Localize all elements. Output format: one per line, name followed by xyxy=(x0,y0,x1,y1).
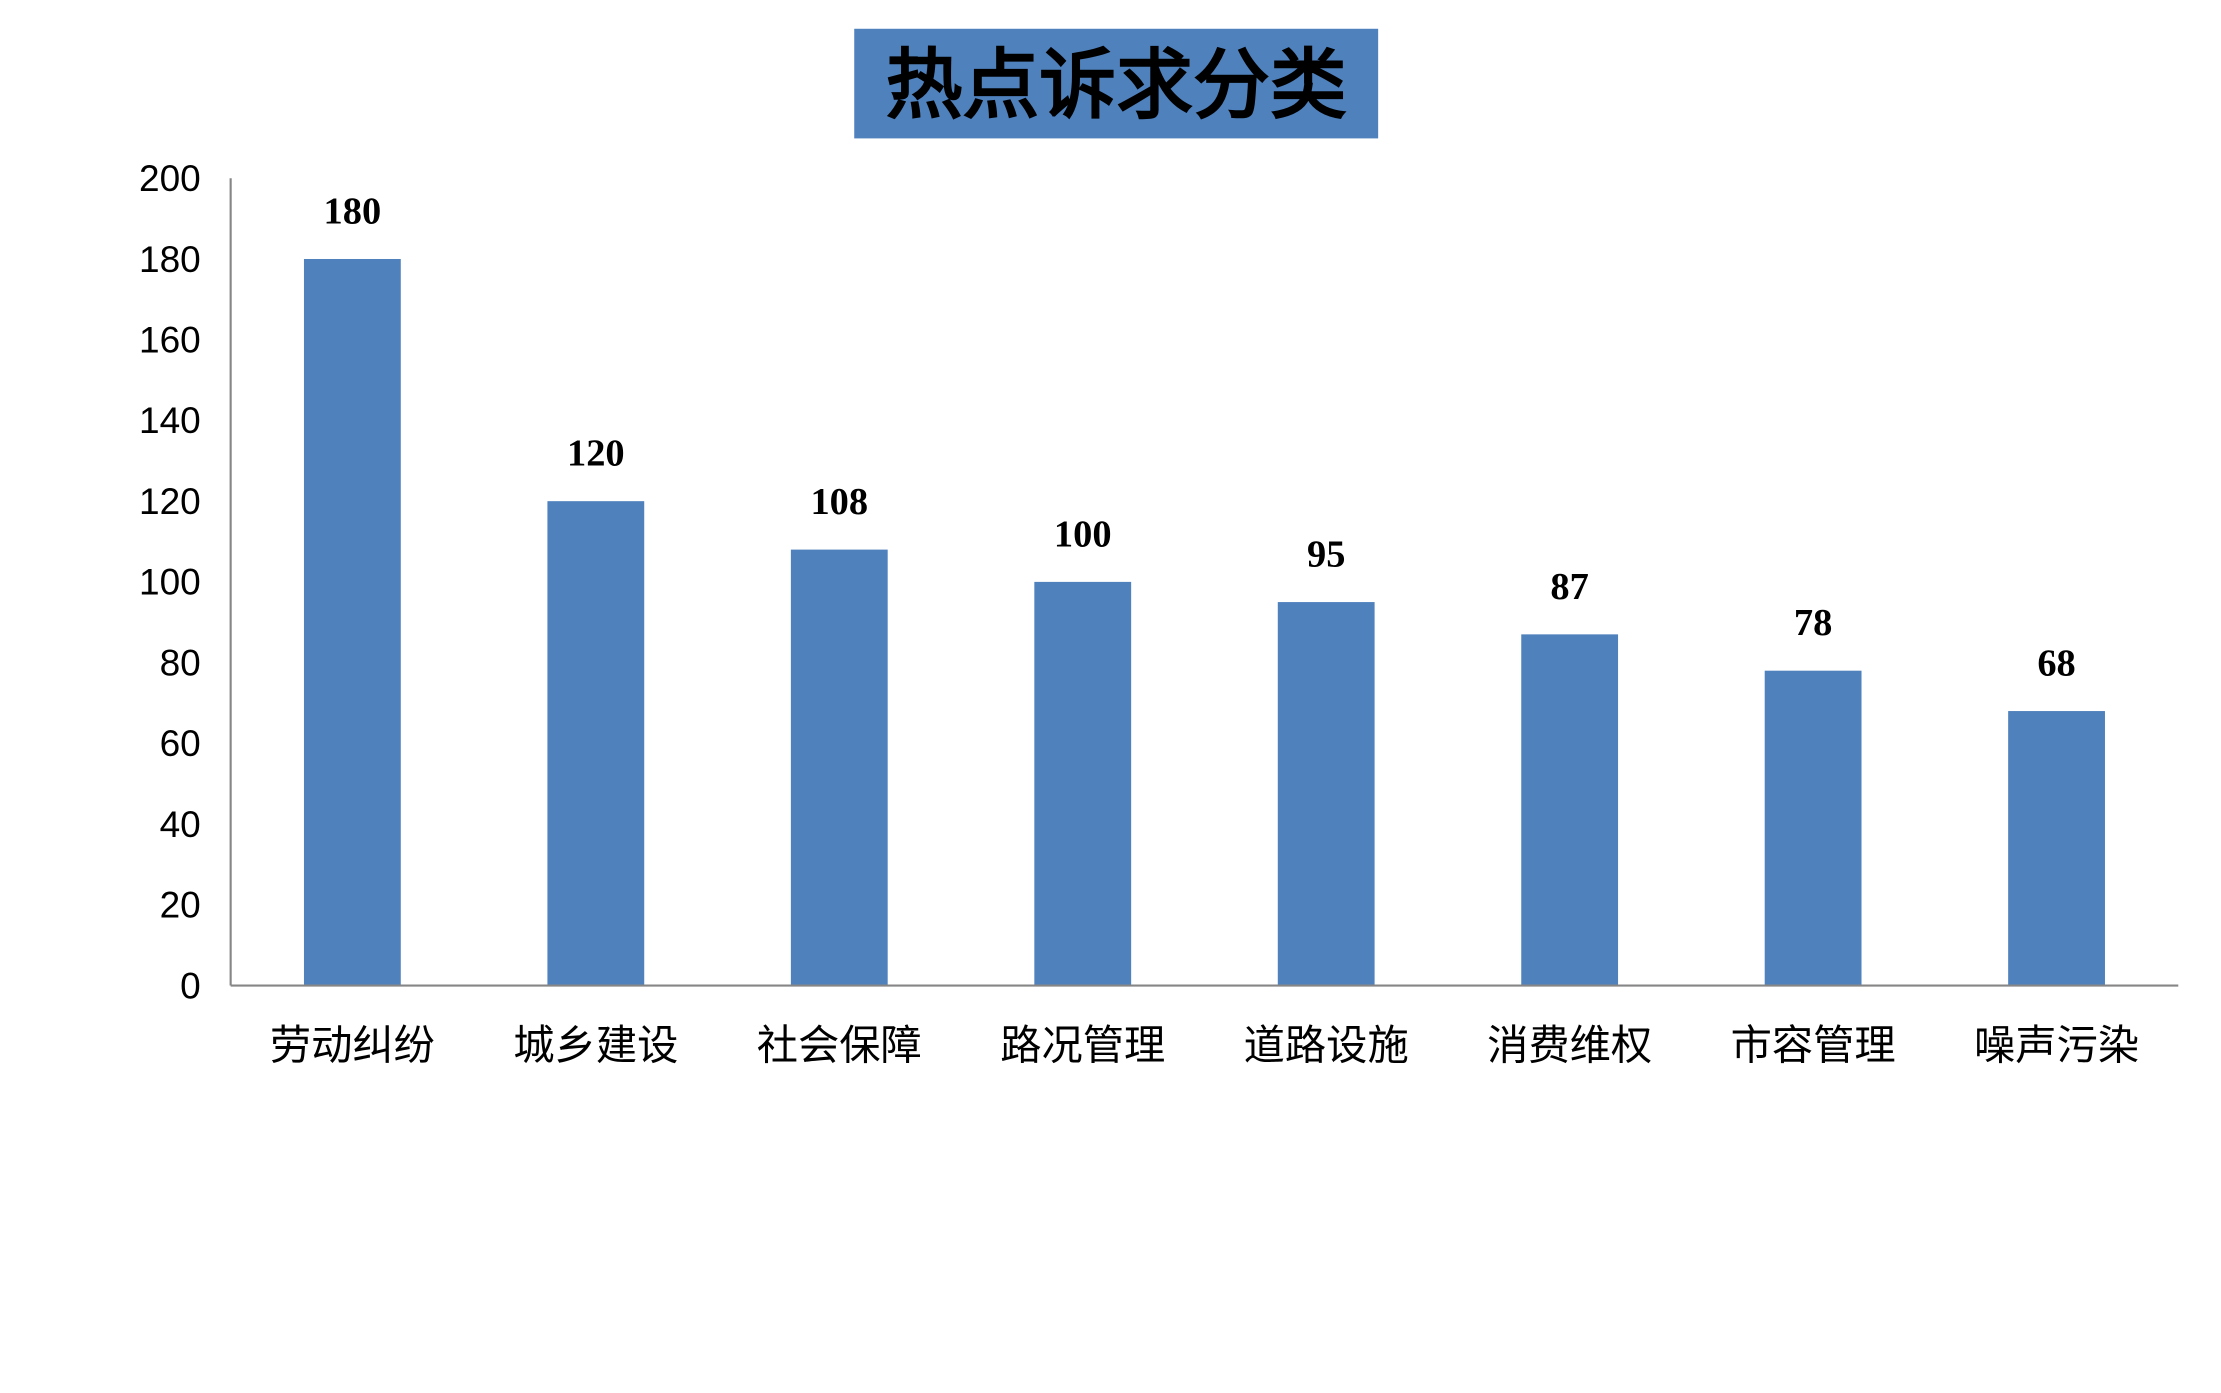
y-tick-label: 40 xyxy=(160,803,201,845)
x-tick-label: 城乡建设 xyxy=(513,1022,678,1070)
y-tick-label: 120 xyxy=(139,480,201,522)
bar xyxy=(303,258,401,986)
x-tick-label: 路况管理 xyxy=(1000,1022,1165,1070)
bar xyxy=(1277,602,1375,986)
bar xyxy=(1034,581,1132,986)
x-tick-label: 噪声污染 xyxy=(1974,1022,2139,1070)
bar xyxy=(2008,711,2105,986)
x-tick-label: 道路设施 xyxy=(1244,1022,1409,1070)
x-tick-label: 劳动纠纷 xyxy=(270,1022,435,1070)
y-tick-label: 80 xyxy=(160,641,201,683)
data-label: 95 xyxy=(1307,533,1345,575)
data-label: 68 xyxy=(2037,642,2075,684)
y-axis-ticks: 0 20 40 60 80 100 120 140 160 180 200 xyxy=(139,157,201,1006)
data-label: 180 xyxy=(324,190,382,232)
chart-title-group: 热点诉求分类 xyxy=(854,28,1379,139)
bars xyxy=(303,258,2105,986)
data-label: 108 xyxy=(810,481,868,523)
y-tick-label: 100 xyxy=(139,561,201,603)
y-tick-label: 0 xyxy=(180,964,201,1006)
bar xyxy=(790,549,888,986)
y-tick-label: 180 xyxy=(139,238,201,280)
bar xyxy=(547,501,645,986)
y-tick-label: 200 xyxy=(139,157,201,199)
bar xyxy=(1764,670,1862,986)
chart-title: 热点诉求分类 xyxy=(886,40,1347,130)
data-label: 100 xyxy=(1054,513,1112,555)
bar xyxy=(1521,634,1619,986)
y-tick-label: 160 xyxy=(139,319,201,361)
y-tick-label: 60 xyxy=(160,722,201,764)
data-label: 78 xyxy=(1794,602,1832,644)
data-label: 87 xyxy=(1550,566,1588,608)
y-tick-label: 20 xyxy=(160,884,201,926)
data-labels: 180 120 108 100 95 87 78 68 xyxy=(324,190,2076,684)
y-tick-label: 140 xyxy=(139,399,201,441)
x-tick-label: 市容管理 xyxy=(1731,1022,1896,1070)
chart-title-box xyxy=(854,28,1379,139)
x-tick-label: 社会保障 xyxy=(757,1022,922,1070)
data-label: 120 xyxy=(567,433,625,475)
x-tick-label: 消费维权 xyxy=(1487,1022,1652,1070)
x-axis-labels: 劳动纠纷 城乡建设 社会保障 路况管理 道路设施 消费维权 市容管理 噪声污染 xyxy=(270,1022,2139,1070)
